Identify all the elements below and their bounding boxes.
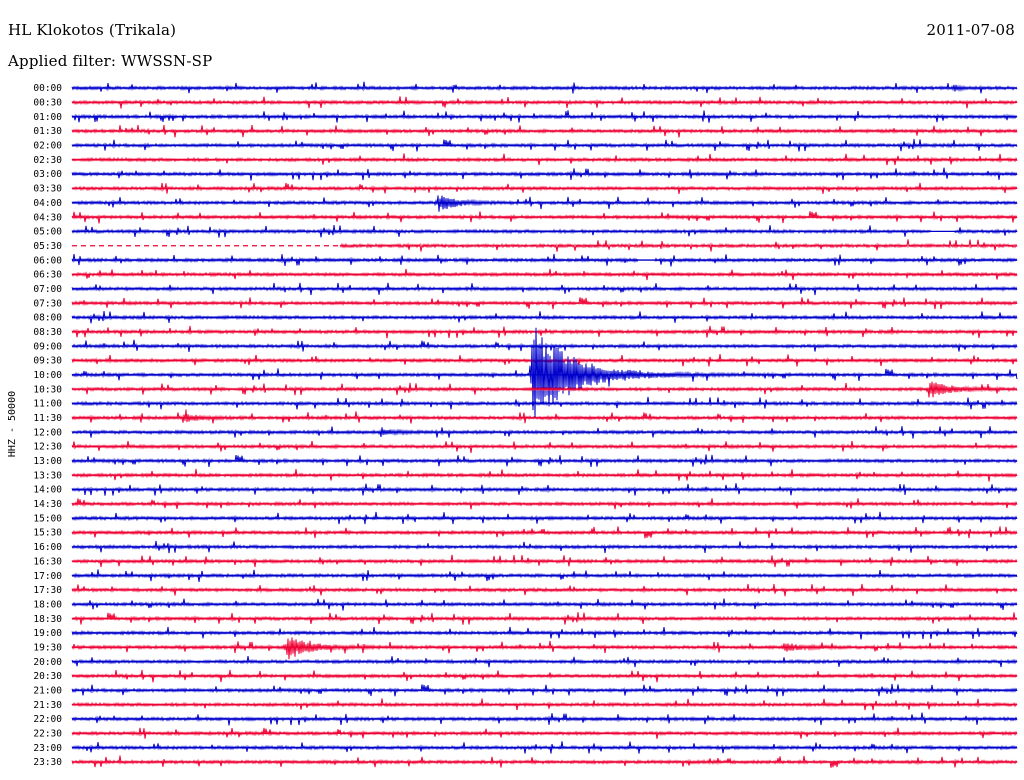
tick-label: 21:00 <box>33 685 62 696</box>
tick-label: 18:00 <box>33 599 62 610</box>
tick-label: 17:30 <box>33 585 62 596</box>
tick-label: 12:30 <box>33 442 62 453</box>
tick-label: 16:30 <box>33 556 62 567</box>
tick-label: 01:00 <box>33 112 62 123</box>
tick-label: 10:00 <box>33 370 62 381</box>
tick-label: 01:30 <box>33 126 62 137</box>
tick-label: 07:00 <box>33 284 62 295</box>
tick-label: 14:00 <box>33 485 62 496</box>
tick-label: 11:00 <box>33 399 62 410</box>
station-title: HL Klokotos (Trikala) <box>8 21 177 39</box>
tick-label: 14:30 <box>33 499 62 510</box>
tick-label: 04:00 <box>33 198 62 209</box>
tick-label: 12:00 <box>33 427 62 438</box>
tick-label: 06:30 <box>33 270 62 281</box>
tick-label: 23:30 <box>33 757 62 768</box>
tick-label: 09:30 <box>33 356 62 367</box>
tick-label: 11:30 <box>33 413 62 424</box>
date-label: 2011-07-08 <box>926 21 1015 39</box>
filter-label: Applied filter: WWSSN-SP <box>8 52 213 70</box>
tick-label: 23:00 <box>33 743 62 754</box>
tick-label: 22:00 <box>33 714 62 725</box>
tick-label: 20:00 <box>33 657 62 668</box>
tick-label: 02:30 <box>33 155 62 166</box>
tick-label: 15:00 <box>33 513 62 524</box>
tick-label: 13:00 <box>33 456 62 467</box>
tick-label: 21:30 <box>33 700 62 711</box>
tick-label: 00:30 <box>33 98 62 109</box>
tick-label: 08:00 <box>33 313 62 324</box>
tick-label: 05:00 <box>33 227 62 238</box>
tick-label: 18:30 <box>33 614 62 625</box>
tick-label: 03:30 <box>33 184 62 195</box>
tick-label: 02:00 <box>33 141 62 152</box>
trace-1930 <box>71 637 1018 660</box>
tick-label: 20:30 <box>33 671 62 682</box>
tick-label: 04:30 <box>33 212 62 223</box>
tick-label: 19:00 <box>33 628 62 639</box>
y-axis-label: HHZ - 50000 <box>7 391 18 457</box>
trace-0400 <box>71 195 1018 212</box>
tick-label: 07:30 <box>33 298 62 309</box>
tick-label: 00:00 <box>33 83 62 94</box>
tick-label: 16:00 <box>33 542 62 553</box>
time-tick-labels: 00:00 00:30 01:00 01:30 02:00 02:30 03:00 03:30… <box>33 83 62 768</box>
tick-label: 13:30 <box>33 470 62 481</box>
tick-label: 06:00 <box>33 255 62 266</box>
tick-label: 09:00 <box>33 341 62 352</box>
tick-label: 05:30 <box>33 241 62 252</box>
tick-label: 19:30 <box>33 642 62 653</box>
tick-label: 03:00 <box>33 169 62 180</box>
tick-label: 17:00 <box>33 571 62 582</box>
trace-1130 <box>71 409 1018 424</box>
tick-label: 10:30 <box>33 384 62 395</box>
tick-label: 15:30 <box>33 528 62 539</box>
tick-label: 08:30 <box>33 327 62 338</box>
tick-label: 22:30 <box>33 729 62 740</box>
trace-group <box>71 81 1018 768</box>
